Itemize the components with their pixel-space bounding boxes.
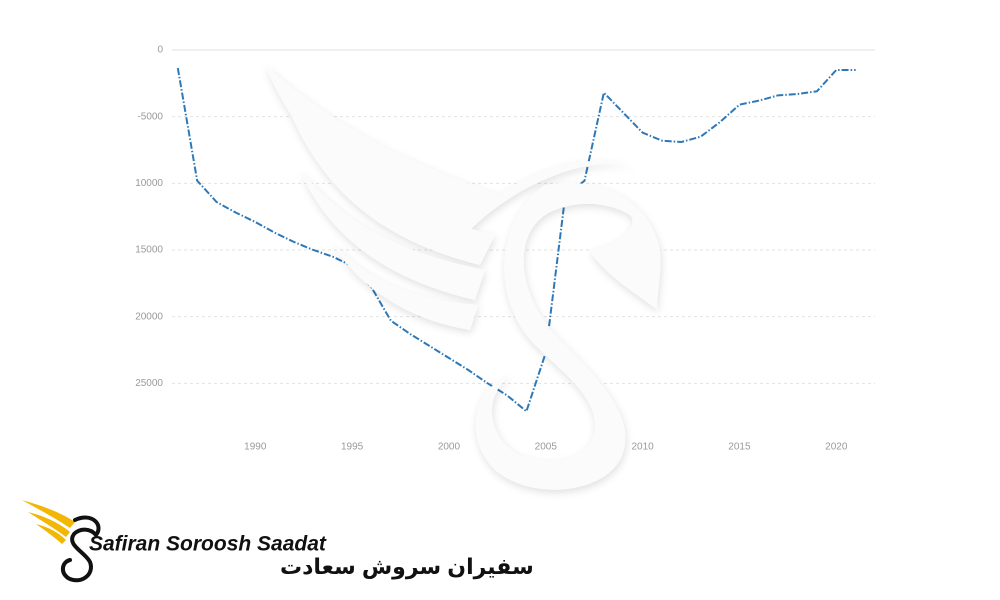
y-tick-label: 10000	[135, 178, 163, 189]
data-line	[176, 67, 856, 414]
x-tick-label: 2005	[535, 442, 558, 453]
x-tick-label: 1990	[244, 442, 267, 453]
y-tick-label: 25000	[135, 378, 163, 389]
x-tick-label: 1995	[341, 442, 364, 453]
brand-logo: Safiran Soroosh Saadat سفیران سروش سعادت	[22, 500, 534, 583]
watermark	[265, 65, 661, 490]
y-tick-label: 0	[157, 45, 163, 56]
x-tick-label: 2020	[825, 442, 848, 453]
y-tick-label: -5000	[137, 111, 163, 122]
y-tick-label: 20000	[135, 311, 163, 322]
x-tick-label: 2010	[631, 442, 654, 453]
brand-name: Safiran Soroosh Saadat	[89, 533, 327, 556]
brand-name-fa: سفیران سروش سعادت	[280, 554, 534, 580]
x-tick-label: 2015	[728, 442, 751, 453]
x-tick-label: 2000	[438, 442, 461, 453]
y-tick-label: 15000	[135, 245, 163, 256]
